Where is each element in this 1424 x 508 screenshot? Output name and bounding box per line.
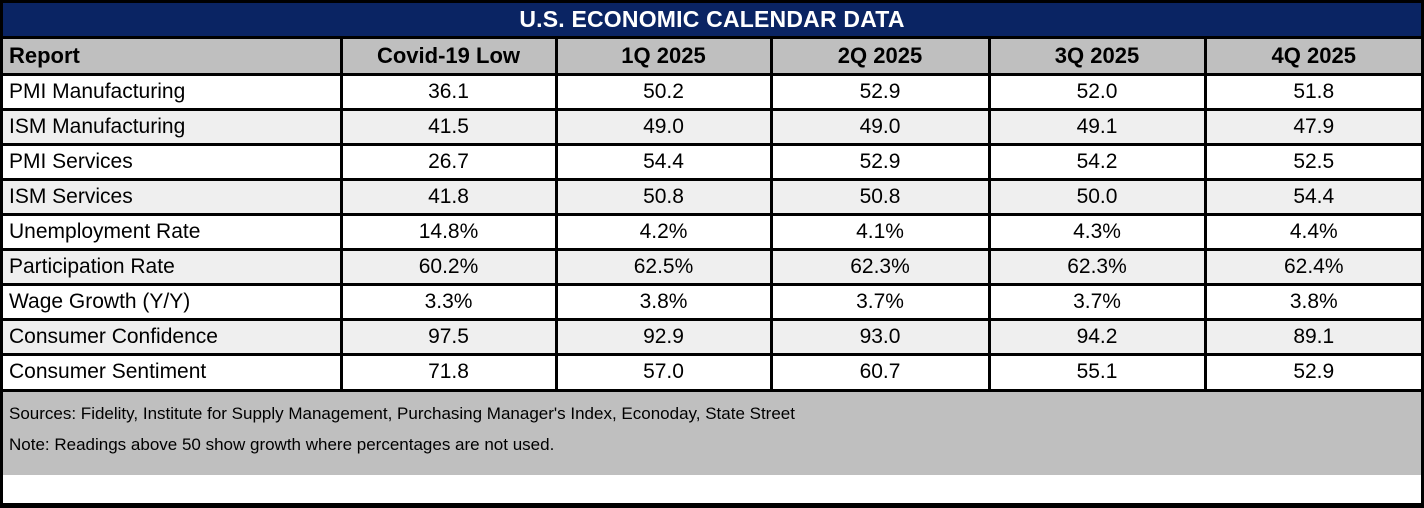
cell-value: 60.7 (769, 352, 991, 389)
table-row: Unemployment Rate 14.8% 4.2% 4.1% 4.3% 4… (3, 212, 1421, 251)
cell-value: 54.4 (554, 142, 773, 181)
cell-value: 93.0 (769, 317, 991, 356)
cell-value: 62.3% (769, 247, 991, 286)
cell-value: 54.2 (987, 142, 1207, 181)
table-row: Wage Growth (Y/Y) 3.3% 3.8% 3.7% 3.7% 3.… (3, 282, 1421, 321)
cell-value: 14.8% (339, 212, 558, 251)
cell-value: 97.5 (339, 317, 558, 356)
cell-value: 3.7% (769, 282, 991, 321)
column-header-covid-low: Covid-19 Low (339, 39, 558, 76)
cell-value: 4.4% (1203, 212, 1421, 251)
row-label: PMI Services (3, 142, 343, 181)
row-label: ISM Manufacturing (3, 107, 343, 146)
cell-value: 52.9 (769, 72, 991, 111)
cell-value: 4.2% (554, 212, 773, 251)
cell-value: 92.9 (554, 317, 773, 356)
column-header-3q2025: 3Q 2025 (987, 39, 1207, 76)
cell-value: 3.3% (339, 282, 558, 321)
header-row: Report Covid-19 Low 1Q 2025 2Q 2025 3Q 2… (3, 39, 1421, 76)
cell-value: 50.8 (554, 177, 773, 216)
table-row: ISM Services 41.8 50.8 50.8 50.0 54.4 (3, 177, 1421, 216)
table-row: Participation Rate 60.2% 62.5% 62.3% 62.… (3, 247, 1421, 286)
cell-value: 41.8 (339, 177, 558, 216)
cell-value: 89.1 (1203, 317, 1421, 356)
cell-value: 52.9 (1203, 352, 1421, 389)
cell-value: 62.4% (1203, 247, 1421, 286)
cell-value: 57.0 (554, 352, 773, 389)
row-label: ISM Services (3, 177, 343, 216)
cell-value: 55.1 (987, 352, 1207, 389)
cell-value: 50.0 (987, 177, 1207, 216)
row-label: Wage Growth (Y/Y) (3, 282, 343, 321)
reading-note: Note: Readings above 50 show growth wher… (9, 435, 555, 455)
cell-value: 52.9 (769, 142, 991, 181)
cell-value: 49.0 (554, 107, 773, 146)
table-footnotes: Sources: Fidelity, Institute for Supply … (3, 389, 1421, 475)
row-label: Participation Rate (3, 247, 343, 286)
table-row: Consumer Confidence 97.5 92.9 93.0 94.2 … (3, 317, 1421, 356)
row-label: PMI Manufacturing (3, 72, 343, 111)
cell-value: 47.9 (1203, 107, 1421, 146)
data-table: Report Covid-19 Low 1Q 2025 2Q 2025 3Q 2… (3, 39, 1421, 389)
cell-value: 3.8% (554, 282, 773, 321)
cell-value: 50.8 (769, 177, 991, 216)
column-header-report: Report (3, 39, 343, 76)
column-header-4q2025: 4Q 2025 (1203, 39, 1421, 76)
cell-value: 62.3% (987, 247, 1207, 286)
table-row: PMI Services 26.7 54.4 52.9 54.2 52.5 (3, 142, 1421, 181)
cell-value: 54.4 (1203, 177, 1421, 216)
cell-value: 41.5 (339, 107, 558, 146)
cell-value: 62.5% (554, 247, 773, 286)
cell-value: 50.2 (554, 72, 773, 111)
table-row: ISM Manufacturing 41.5 49.0 49.0 49.1 47… (3, 107, 1421, 146)
column-header-1q2025: 1Q 2025 (554, 39, 773, 76)
cell-value: 26.7 (339, 142, 558, 181)
cell-value: 71.8 (339, 352, 558, 389)
cell-value: 51.8 (1203, 72, 1421, 111)
table-row: Consumer Sentiment 71.8 57.0 60.7 55.1 5… (3, 352, 1421, 389)
cell-value: 52.5 (1203, 142, 1421, 181)
table-title: U.S. ECONOMIC CALENDAR DATA (519, 6, 905, 32)
cell-value: 94.2 (987, 317, 1207, 356)
row-label: Unemployment Rate (3, 212, 343, 251)
cell-value: 52.0 (987, 72, 1207, 111)
row-label: Consumer Confidence (3, 317, 343, 356)
cell-value: 60.2% (339, 247, 558, 286)
cell-value: 4.3% (987, 212, 1207, 251)
cell-value: 49.1 (987, 107, 1207, 146)
sources-note: Sources: Fidelity, Institute for Supply … (9, 404, 795, 423)
cell-value: 4.1% (769, 212, 991, 251)
table-title-bar: U.S. ECONOMIC CALENDAR DATA (3, 3, 1421, 39)
cell-value: 49.0 (769, 107, 991, 146)
row-label: Consumer Sentiment (3, 352, 343, 389)
cell-value: 3.8% (1203, 282, 1421, 321)
cell-value: 36.1 (339, 72, 558, 111)
column-header-2q2025: 2Q 2025 (769, 39, 991, 76)
cell-value: 3.7% (987, 282, 1207, 321)
table-row: PMI Manufacturing 36.1 50.2 52.9 52.0 51… (3, 72, 1421, 111)
